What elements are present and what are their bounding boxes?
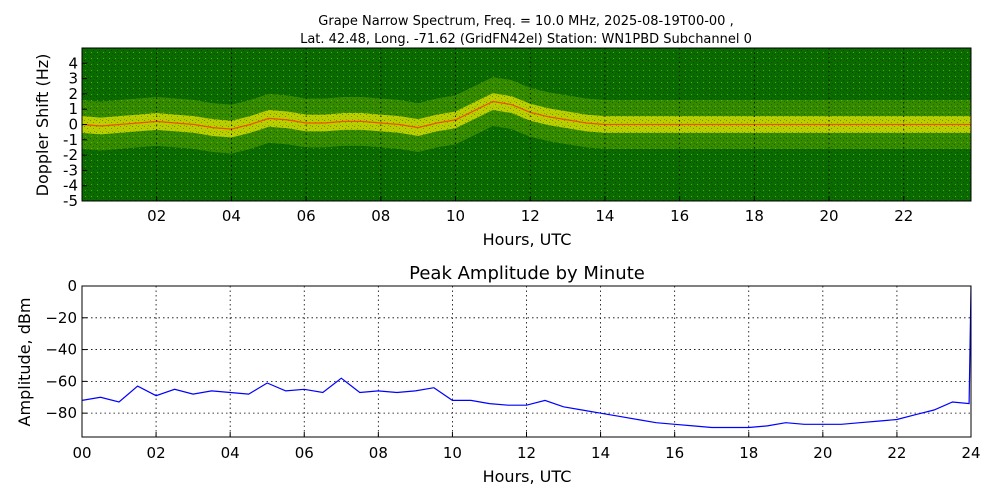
spectrogram-x-tick-label: 12 bbox=[521, 207, 540, 225]
amplitude-x-tick-label: 08 bbox=[369, 444, 388, 462]
spectrogram-grid bbox=[156, 48, 905, 201]
spectrogram-x-axis-label: Hours, UTC bbox=[483, 230, 572, 249]
amplitude-y-axis-label: Amplitude, dBm bbox=[15, 298, 34, 427]
amplitude-x-ticks: 00 02 04 06 08 10 12 14 16 18 20 22 24 bbox=[72, 432, 981, 462]
spectrogram-y-tick-label: -2 bbox=[63, 146, 78, 164]
amplitude-x-tick-label: 24 bbox=[961, 444, 980, 462]
spectrogram-y-tick-label: 1 bbox=[68, 100, 78, 118]
amplitude-y-ticks: 0 −20 −40 −60 −80 bbox=[45, 277, 87, 422]
amplitude-x-tick-label: 14 bbox=[591, 444, 610, 462]
spectrogram-x-tick-label: 20 bbox=[820, 207, 839, 225]
spectrogram-y-tick-label: 0 bbox=[68, 116, 78, 134]
amplitude-plot: 00 02 04 06 08 10 12 14 16 18 20 22 24 0 −20 −40 −60 −80 bbox=[45, 277, 980, 462]
spectrogram-y-tick-label: 2 bbox=[68, 85, 78, 103]
spectrogram-y-tick-label: -3 bbox=[63, 161, 78, 179]
amplitude-x-tick-label: 16 bbox=[665, 444, 684, 462]
amplitude-x-tick-label: 18 bbox=[739, 444, 758, 462]
amplitude-x-tick-label: 04 bbox=[221, 444, 240, 462]
amplitude-x-tick-label: 20 bbox=[813, 444, 832, 462]
amplitude-line bbox=[82, 286, 971, 429]
spectrogram-y-tick-label: -5 bbox=[63, 192, 78, 210]
spectrogram-x-ticks: 02 04 06 08 10 12 14 16 18 20 22 bbox=[147, 196, 913, 225]
spectrogram-x-tick-label: 18 bbox=[745, 207, 764, 225]
amplitude-x-tick-label: 02 bbox=[147, 444, 166, 462]
spectrogram-x-tick-label: 08 bbox=[371, 207, 390, 225]
amplitude-y-tick-label: −60 bbox=[45, 372, 77, 390]
amplitude-title: Peak Amplitude by Minute bbox=[409, 263, 645, 284]
spectrogram-y-tick-label: -4 bbox=[63, 177, 78, 195]
amplitude-series bbox=[82, 286, 971, 429]
spectrogram-x-tick-label: 06 bbox=[297, 207, 316, 225]
spectrogram-x-tick-label: 02 bbox=[147, 207, 166, 225]
spectrogram-trace bbox=[82, 100, 971, 130]
spectrogram-x-tick-label: 04 bbox=[222, 207, 241, 225]
amplitude-x-tick-label: 12 bbox=[517, 444, 536, 462]
amplitude-y-tick-label: −20 bbox=[45, 309, 77, 327]
spectrogram-x-tick-label: 10 bbox=[446, 207, 465, 225]
amplitude-y-tick-label: −80 bbox=[45, 404, 77, 422]
spectrogram-x-tick-label: 14 bbox=[595, 207, 614, 225]
spectrogram-y-tick-label: 3 bbox=[68, 70, 78, 88]
spectrogram-y-tick-label: 4 bbox=[68, 54, 78, 72]
amplitude-x-tick-label: 22 bbox=[887, 444, 906, 462]
amplitude-y-tick-label: 0 bbox=[67, 277, 77, 295]
spectrogram-x-tick-label: 16 bbox=[670, 207, 689, 225]
amplitude-y-tick-label: −40 bbox=[45, 341, 77, 359]
spectrogram-y-axis-label: Doppler Shift (Hz) bbox=[33, 54, 52, 197]
amplitude-x-axis-label: Hours, UTC bbox=[483, 467, 572, 486]
amplitude-x-tick-label: 06 bbox=[295, 444, 314, 462]
amplitude-x-tick-label: 00 bbox=[72, 444, 91, 462]
spectrum-title-line1: Grape Narrow Spectrum, Freq. = 10.0 MHz,… bbox=[318, 14, 733, 29]
spectrogram-x-tick-label: 22 bbox=[894, 207, 913, 225]
spectrum-title-line2: Lat. 42.48, Long. -71.62 (GridFN42el) St… bbox=[300, 32, 752, 47]
amplitude-background bbox=[82, 286, 971, 437]
amplitude-x-tick-label: 10 bbox=[443, 444, 462, 462]
spectrogram-y-tick-label: -1 bbox=[63, 131, 78, 149]
spectrogram-peak-trace bbox=[82, 100, 971, 130]
